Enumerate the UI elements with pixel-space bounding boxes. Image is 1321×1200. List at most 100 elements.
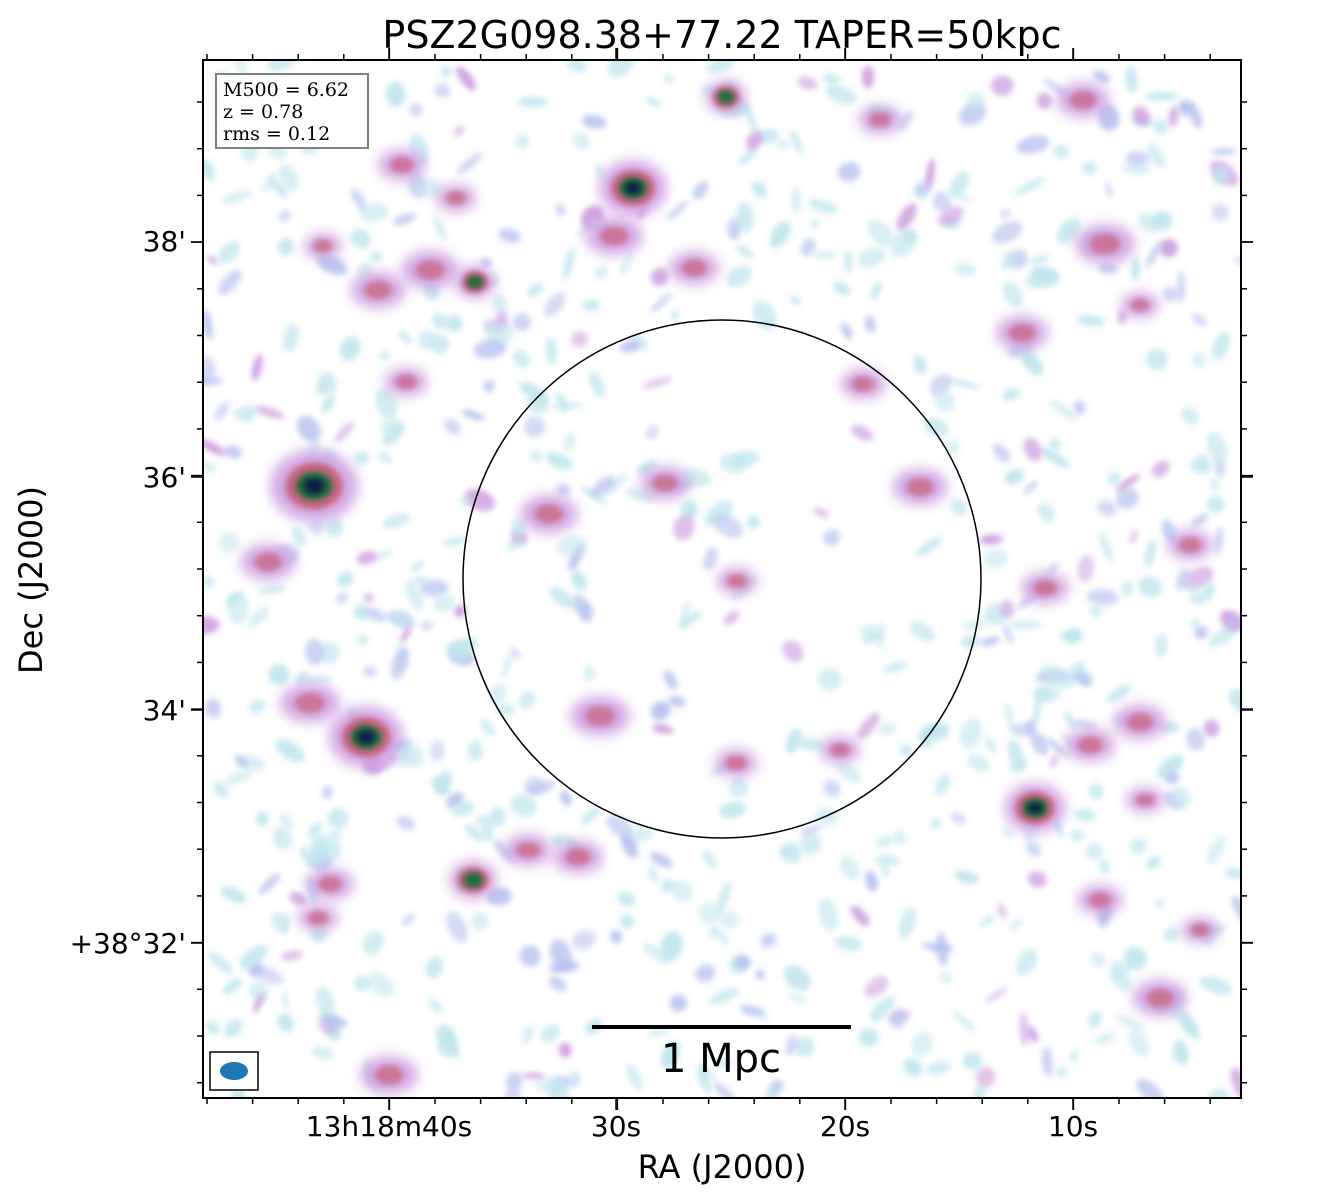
noise-blob bbox=[251, 965, 284, 985]
noise-blob bbox=[860, 623, 882, 640]
noise-blob bbox=[713, 513, 743, 539]
noise-blob bbox=[241, 409, 254, 423]
noise-blob bbox=[271, 911, 290, 933]
noise-blob bbox=[1154, 898, 1165, 909]
noise-blob bbox=[932, 192, 952, 213]
noise-blob bbox=[1192, 313, 1207, 327]
noise-blob bbox=[938, 206, 964, 227]
noise-blob bbox=[673, 514, 695, 541]
noise-blob bbox=[952, 1010, 976, 1032]
noise-blob bbox=[900, 744, 913, 758]
noise-blob bbox=[527, 282, 543, 297]
noise-blob bbox=[498, 228, 521, 244]
noise-blob bbox=[921, 942, 954, 952]
noise-blob bbox=[1099, 532, 1113, 563]
noise-blob bbox=[760, 932, 777, 949]
x-tick-label: 13h18m40s bbox=[306, 1110, 473, 1143]
noise-blob bbox=[380, 418, 402, 434]
noise-blob bbox=[811, 251, 837, 259]
noise-blob bbox=[415, 178, 443, 198]
noise-blob bbox=[323, 1015, 348, 1028]
noise-blob bbox=[719, 453, 747, 474]
noise-blob bbox=[649, 852, 673, 869]
noise-blob bbox=[708, 926, 720, 938]
noise-blob bbox=[800, 238, 816, 257]
noise-blob bbox=[505, 1072, 523, 1088]
noise-blob bbox=[1190, 458, 1207, 473]
noise-blob bbox=[518, 691, 536, 709]
noise-blob bbox=[1154, 633, 1168, 658]
noise-blob bbox=[864, 314, 876, 333]
noise-blob bbox=[255, 405, 285, 419]
noise-blob bbox=[1002, 826, 1014, 839]
noise-blob bbox=[647, 1028, 670, 1038]
noise-blob bbox=[980, 915, 995, 928]
noise-blob bbox=[1171, 786, 1191, 809]
noise-blob bbox=[339, 336, 361, 361]
x-tick-label: 30s bbox=[591, 1110, 641, 1143]
source-blob bbox=[565, 848, 591, 866]
noise-blob bbox=[808, 198, 839, 214]
noise-blob bbox=[554, 1076, 579, 1087]
noise-blob bbox=[1116, 474, 1141, 492]
noise-blob bbox=[336, 592, 348, 604]
noise-blob bbox=[446, 910, 468, 943]
noise-blob bbox=[583, 664, 596, 682]
source-blob bbox=[1126, 713, 1154, 731]
noise-blob bbox=[1107, 685, 1131, 703]
noise-blob bbox=[950, 379, 980, 389]
noise-blob bbox=[1138, 576, 1163, 598]
noise-blob bbox=[794, 1037, 815, 1058]
noise-blob bbox=[571, 570, 587, 591]
noise-blob bbox=[1046, 737, 1068, 758]
noise-blob bbox=[1186, 728, 1205, 751]
noise-blob bbox=[581, 115, 607, 129]
noise-blob bbox=[875, 836, 894, 847]
source-blob bbox=[1190, 923, 1210, 937]
noise-blob bbox=[224, 769, 254, 786]
source-blob bbox=[466, 275, 484, 289]
noise-blob bbox=[1146, 856, 1161, 870]
noise-blob bbox=[997, 903, 1007, 919]
noise-blob bbox=[296, 415, 321, 442]
beam-box bbox=[209, 1051, 259, 1091]
noise-blob bbox=[234, 754, 248, 769]
noise-blob bbox=[896, 110, 914, 131]
noise-blob bbox=[825, 85, 858, 105]
noise-blob bbox=[930, 817, 942, 830]
source-blob bbox=[652, 474, 678, 492]
noise-blob bbox=[1085, 843, 1103, 860]
noise-blob bbox=[521, 1024, 534, 1045]
source-blob bbox=[1178, 537, 1202, 553]
noise-blob bbox=[950, 499, 967, 516]
noise-blob bbox=[1072, 400, 1086, 415]
noise-blob bbox=[461, 409, 485, 421]
noise-blob bbox=[850, 425, 874, 441]
noise-blob bbox=[429, 334, 449, 354]
noise-blob bbox=[1104, 181, 1113, 198]
noise-blob bbox=[1145, 241, 1163, 268]
noise-blob bbox=[399, 626, 412, 643]
noise-blob bbox=[701, 849, 717, 869]
noise-blob bbox=[576, 225, 589, 237]
noise-blob bbox=[1094, 1032, 1115, 1045]
noise-blob bbox=[698, 902, 723, 924]
noise-blob bbox=[692, 181, 709, 200]
noise-blob bbox=[557, 535, 588, 556]
noise-blob bbox=[1130, 256, 1141, 281]
x-tick-label: 20s bbox=[820, 1110, 870, 1143]
rms-text: rms = 0.12 bbox=[223, 123, 330, 145]
noise-blob bbox=[1210, 148, 1237, 156]
noise-blob bbox=[392, 213, 417, 226]
noise-blob bbox=[582, 300, 600, 311]
noise-blob bbox=[975, 1066, 996, 1088]
noise-blob bbox=[558, 1042, 572, 1058]
noise-blob bbox=[206, 255, 218, 265]
noise-blob bbox=[667, 695, 686, 708]
noise-blob bbox=[1182, 577, 1200, 598]
noise-blob bbox=[435, 770, 453, 794]
noise-blob bbox=[460, 496, 471, 506]
noise-blob bbox=[1229, 688, 1241, 712]
noise-blob bbox=[1203, 719, 1220, 737]
noise-blob bbox=[861, 65, 875, 89]
